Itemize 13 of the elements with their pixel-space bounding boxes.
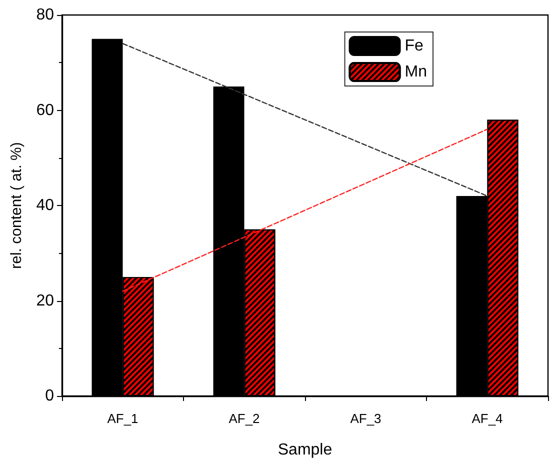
- x-tick-label: AF_4: [472, 411, 503, 426]
- x-tick-label: AF_2: [228, 411, 260, 426]
- y-tick-label: 0: [45, 388, 54, 404]
- x-axis-title: Sample: [278, 442, 332, 458]
- x-tick-label: AF_1: [107, 411, 138, 426]
- y-tick-label: 60: [36, 102, 54, 119]
- y-tick-label: 20: [36, 292, 54, 310]
- legend-label: Mn: [404, 64, 428, 80]
- x-tick-label: AF_3: [350, 411, 382, 426]
- y-axis-title: rel. content ( at. %): [8, 142, 25, 269]
- y-tick-label: 80: [36, 6, 54, 24]
- legend-label: Fe: [404, 38, 424, 54]
- y-tick-label: 40: [36, 197, 54, 214]
